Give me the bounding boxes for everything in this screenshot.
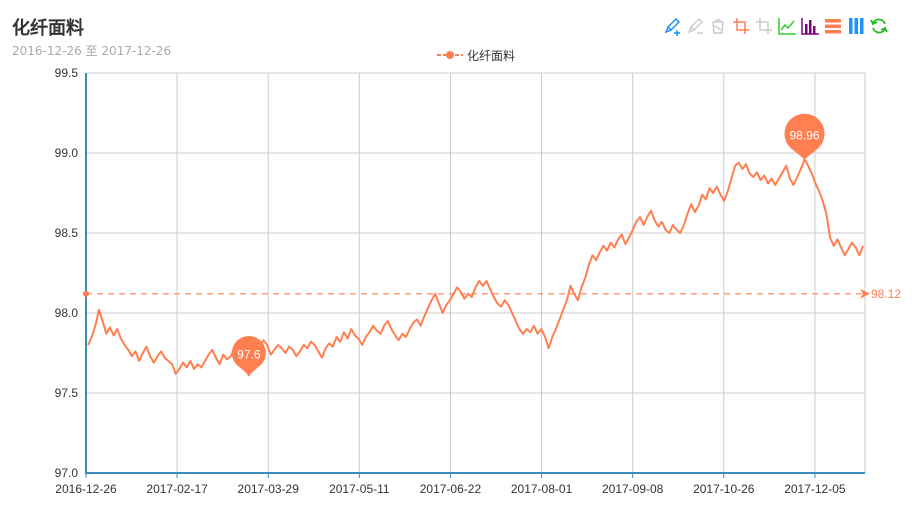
stack-icon[interactable] [823, 16, 843, 36]
mark-clear-icon[interactable] [708, 16, 728, 36]
grid-lines [85, 72, 866, 474]
mark-point-label-min: 97.6 [237, 347, 261, 361]
y-tick-label: 97.5 [55, 386, 79, 400]
y-tick-label: 99.0 [55, 146, 79, 160]
mark-point-pin-min [231, 335, 266, 376]
chart-subtitle: 2016-12-26 至 2017-12-26 [12, 44, 172, 58]
mark-point-pin-max [784, 113, 825, 160]
axes [85, 73, 865, 478]
x-tick-label: 2017-12-05 [784, 482, 846, 496]
y-tick-label: 99.5 [55, 66, 79, 80]
y-tick-label: 98.0 [55, 306, 79, 320]
x-tick-label: 2017-05-11 [329, 482, 390, 496]
restore-icon[interactable] [869, 16, 889, 36]
series-line [87, 158, 864, 377]
y-tick-label: 98.5 [55, 226, 79, 240]
data-zoom-reset-icon[interactable] [754, 16, 774, 36]
y-axis-labels: 97.0 97.5 98.0 98.5 99.0 99.5 [55, 66, 79, 480]
tiled-icon[interactable] [846, 16, 866, 36]
mark-pen-icon[interactable] [662, 16, 682, 36]
mark-undo-icon[interactable] [685, 16, 705, 36]
mark-points: 98.96 97.6 [231, 113, 825, 376]
toolbox [662, 16, 892, 36]
y-tick-label: 97.0 [55, 466, 79, 480]
x-tick-label: 2017-09-08 [602, 482, 664, 496]
chart-title: 化纤面料 [12, 18, 84, 39]
x-tick-label: 2016-12-26 [55, 482, 117, 496]
average-mark-line: 98.12 [83, 287, 901, 301]
x-tick-label: 2017-08-01 [511, 482, 573, 496]
legend-line-symbol [437, 51, 463, 59]
mark-point-label-max: 98.96 [789, 128, 819, 142]
x-tick-label: 2017-03-29 [238, 482, 300, 496]
data-zoom-icon[interactable] [731, 16, 751, 36]
series-lines [87, 158, 864, 377]
legend-label: 化纤面料 [467, 48, 516, 63]
mark-line-arrow [860, 288, 870, 299]
x-tick-label: 2017-10-26 [693, 482, 755, 496]
mark-line-label: 98.12 [871, 287, 901, 301]
x-tick-label: 2017-06-22 [420, 482, 482, 496]
legend-item[interactable]: 化纤面料 [437, 47, 515, 63]
line-chart-icon[interactable] [777, 16, 797, 36]
x-axis-labels: 2016-12-26 2017-02-17 2017-03-29 2017-05-11… [55, 482, 846, 496]
x-tick-label: 2017-02-17 [146, 482, 208, 496]
bar-chart-icon[interactable] [800, 16, 820, 36]
